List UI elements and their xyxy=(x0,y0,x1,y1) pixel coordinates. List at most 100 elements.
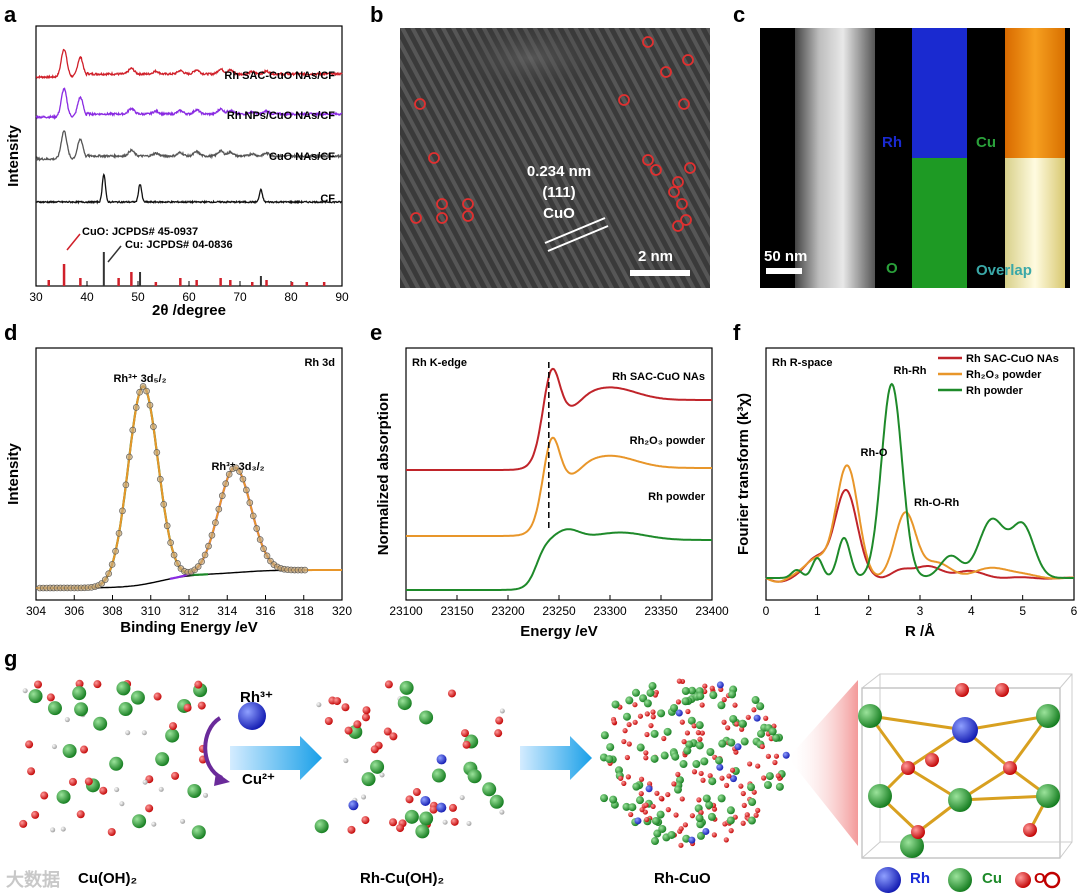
xps-peak-label-2: Rh³⁺ 3d₃/₂ xyxy=(211,461,264,473)
cu-atom xyxy=(751,696,760,705)
xps-data-point xyxy=(143,387,150,395)
cu-atom xyxy=(600,794,609,803)
panel-label-g: g xyxy=(4,646,18,671)
o-atom xyxy=(389,732,398,741)
cu-atom xyxy=(748,798,757,807)
cu-atom xyxy=(687,716,696,725)
xps-data-point xyxy=(205,542,212,550)
o-atom xyxy=(755,807,761,813)
o-atom xyxy=(739,726,745,732)
xanes-ylabel: Normalized absorption xyxy=(375,393,392,556)
o-atom xyxy=(344,726,353,735)
o-atom xyxy=(723,837,729,843)
o-atom xyxy=(709,685,715,691)
h-atom xyxy=(499,708,505,714)
cu-atom xyxy=(763,781,772,790)
o-atom xyxy=(721,697,727,703)
cu-atom xyxy=(772,733,781,742)
h-atom xyxy=(180,818,186,824)
h-atom xyxy=(151,821,157,827)
o-atom xyxy=(661,735,667,742)
h-atom xyxy=(51,744,57,750)
xps-data-point xyxy=(163,522,171,530)
xps-envelope xyxy=(36,385,342,589)
x-tick-label: 318 xyxy=(294,604,314,618)
o-atom xyxy=(700,777,706,783)
o-atom xyxy=(698,770,704,777)
x-tick-label: 312 xyxy=(179,604,199,618)
xps-data-point xyxy=(132,404,140,411)
xrd-legend-cf: CF xyxy=(320,193,335,205)
cu-atom xyxy=(625,696,634,705)
xrd-chart: 30 40 50 60 70 80 90 Rh SAC-CuO NAs/CF Rh NPs/… xyxy=(5,25,349,319)
o-atom xyxy=(761,775,767,781)
single-atom-marker xyxy=(682,54,694,66)
xps-data-point xyxy=(253,525,261,532)
o-atom xyxy=(671,781,677,787)
single-atom-marker xyxy=(678,98,690,110)
h-atom xyxy=(141,730,147,736)
o-atom xyxy=(726,773,732,779)
o-atom xyxy=(675,771,681,777)
xps-peak1-fit xyxy=(74,385,209,589)
xrd-curve xyxy=(35,172,343,205)
cu-atom xyxy=(667,830,676,839)
exafs-curve xyxy=(765,488,1074,583)
h-atom xyxy=(158,786,164,792)
x-tick-label: 40 xyxy=(80,290,94,304)
cu-atom xyxy=(729,714,738,723)
cu-atom xyxy=(62,743,77,758)
cu-atom xyxy=(650,729,659,738)
o-atom xyxy=(389,818,398,827)
hrtem-plane: (111) xyxy=(542,184,576,201)
cu-atom xyxy=(191,825,206,840)
x-tick-label: 5 xyxy=(1019,604,1026,618)
xanes-legend-rh2o3: Rh₂O₃ powder xyxy=(630,435,706,447)
o-atom xyxy=(729,767,736,773)
o-atom xyxy=(68,777,77,786)
xrd-curve xyxy=(35,130,342,162)
hrtem-d-spacing: 0.234 nm xyxy=(526,163,592,180)
o-atom xyxy=(751,789,757,795)
xanes-legend-rh: Rh powder xyxy=(648,491,706,503)
synthesis-schematic xyxy=(19,673,1073,893)
cu-atom xyxy=(600,731,609,740)
xps-data-point xyxy=(225,471,233,478)
xps-data-point xyxy=(215,505,223,513)
xrd-legend-rh-sac: Rh SAC-CuO NAs/CF xyxy=(224,70,335,82)
cu-atom xyxy=(696,692,705,701)
h-atom xyxy=(114,787,120,793)
rh-atom xyxy=(716,681,724,689)
rh-atom xyxy=(729,775,737,783)
xps-data-point xyxy=(105,570,112,577)
cu-atom xyxy=(651,837,660,846)
xrd-curve xyxy=(35,87,343,121)
o-atom xyxy=(40,791,49,800)
o-atom xyxy=(145,804,154,813)
xps-data-point xyxy=(153,449,161,456)
rh-atom xyxy=(436,754,447,765)
label-cu-oh2: Cu(OH)₂ xyxy=(78,870,138,887)
o-atom xyxy=(925,753,939,767)
cu-atom xyxy=(765,772,774,781)
o-atom xyxy=(678,826,684,832)
o-atom xyxy=(169,722,178,731)
cu-atom xyxy=(740,737,749,746)
xps-data-point xyxy=(198,558,205,565)
single-atom-marker xyxy=(462,198,474,210)
single-atom-marker xyxy=(672,220,684,232)
cu-atom xyxy=(622,712,631,721)
rh-atom xyxy=(753,714,761,722)
bond xyxy=(869,714,966,732)
x-tick-label: 2 xyxy=(865,604,872,618)
o-atom xyxy=(153,692,162,701)
x-tick-label: 50 xyxy=(131,290,145,304)
x-tick-label: 314 xyxy=(217,604,237,618)
legend-o: O xyxy=(1034,870,1046,887)
cu-atom xyxy=(632,782,641,791)
single-atom-marker xyxy=(410,212,422,224)
xps-data-point xyxy=(263,552,271,560)
o-atom xyxy=(724,782,730,788)
cu-atom xyxy=(756,702,765,711)
cu-atom xyxy=(609,795,618,804)
